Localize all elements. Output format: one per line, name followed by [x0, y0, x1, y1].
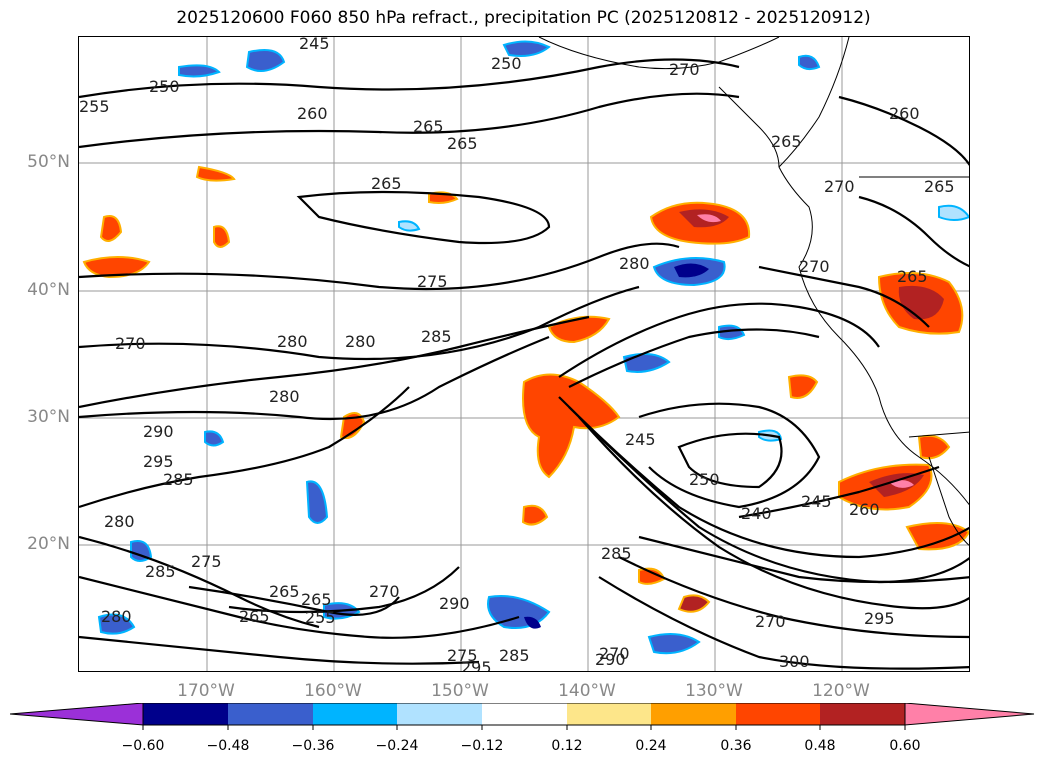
colorbar-tick-label: 0.12: [551, 738, 583, 754]
contour-label: 280: [345, 332, 376, 351]
coastline-north-america: [778, 37, 969, 506]
colorbar-bin-4: [397, 703, 482, 725]
contour-label: 270: [799, 257, 830, 276]
colorbar-bin-8: [736, 703, 820, 725]
contour-label: 245: [801, 492, 832, 511]
coastline-alaska-peninsula: [538, 37, 780, 70]
map-panel: 245 250 255 250 260 265 265 270 265 265 …: [78, 36, 970, 672]
contour-label: 250: [149, 77, 180, 96]
contour-label: 265: [771, 132, 802, 151]
contour-label: 300: [779, 652, 810, 671]
colorbar-bin-2: [228, 703, 313, 725]
contour-label: 280: [101, 607, 132, 626]
colorbar-tick-label: 0.24: [635, 738, 667, 754]
lat-label-50n: 50°N: [27, 152, 70, 172]
colorbar-bin-3: [313, 703, 397, 725]
contour-label: 260: [297, 104, 328, 123]
contour-label: 265: [371, 174, 402, 193]
contour-label: 280: [277, 332, 308, 351]
contour-label: 290: [143, 422, 174, 441]
contour-label: 295: [864, 609, 895, 628]
contour-label: 275: [417, 272, 448, 291]
graticule: [79, 37, 969, 671]
contour-label: 290: [439, 594, 470, 613]
contour-label: 270: [824, 177, 855, 196]
contour-label: 260: [889, 104, 920, 123]
contour-label: 265: [301, 590, 332, 609]
colorbar-extend-min: [10, 703, 144, 726]
colorbar-bin-9: [820, 703, 905, 725]
colorbar-bin-7: [651, 703, 736, 725]
contour-label: 280: [619, 254, 650, 273]
contour-label: 285: [601, 544, 632, 563]
map-title: 2025120600 F060 850 hPa refract., precip…: [176, 8, 871, 28]
contour-label: 265: [239, 607, 270, 626]
contour-label: 245: [625, 430, 656, 449]
colorbar-tick-label: 0.36: [720, 738, 752, 754]
contour-label: 250: [689, 470, 720, 489]
lat-label-20n: 20°N: [27, 534, 70, 554]
lon-label-140w: 140°W: [558, 681, 616, 701]
map-canvas: 245 250 255 250 260 265 265 270 265 265 …: [79, 37, 969, 672]
contour-label: 255: [79, 97, 110, 116]
precip-peak-gulf-alaska: [697, 214, 721, 223]
contour-label: 265: [413, 117, 444, 136]
lat-label-30n: 30°N: [27, 407, 70, 427]
boundary-us-mexico: [908, 431, 969, 438]
contour-label: 265: [924, 177, 955, 196]
lat-label-40n: 40°N: [27, 280, 70, 300]
contour-label: 275: [191, 552, 222, 571]
colorbar-tick-label: 0.48: [804, 738, 836, 754]
contour-label: 270: [669, 60, 700, 79]
colorbar-tick-label: −0.48: [206, 738, 250, 754]
contour-label: 250: [491, 54, 522, 73]
colorbar-tick-label: −0.36: [291, 738, 335, 754]
contour-label: 270: [115, 334, 146, 353]
coastline-baja: [928, 456, 969, 546]
contour-label: 260: [849, 500, 880, 519]
lon-label-120w: 120°W: [812, 681, 870, 701]
lon-label-160w: 160°W: [304, 681, 362, 701]
coastlines: [538, 37, 969, 546]
contour-label: 280: [269, 387, 300, 406]
contour-label: 290: [595, 650, 626, 669]
contour-label: 265: [269, 582, 300, 601]
colorbar: [10, 703, 1035, 730]
colorbar-bin-6: [567, 703, 651, 725]
contour-label: 270: [369, 582, 400, 601]
contour-label: 295: [461, 658, 492, 672]
contour-label: 285: [421, 327, 452, 346]
precip-blob-central: [522, 373, 621, 479]
contour-label: 245: [299, 37, 330, 53]
contour-label: 280: [104, 512, 135, 531]
colorbar-extend-max: [904, 703, 1035, 726]
colorbar-bin-5: [482, 703, 567, 725]
lon-label-170w: 170°W: [177, 681, 235, 701]
precip-blob-central-north: [547, 315, 611, 344]
contour-label: 265: [897, 267, 928, 286]
lon-label-130w: 130°W: [685, 681, 743, 701]
colorbar-bin-1: [143, 703, 228, 725]
colorbar-tick-label: 0.60: [889, 738, 921, 754]
colorbar-tick-label: −0.60: [121, 738, 165, 754]
colorbar-tick-label: −0.24: [375, 738, 419, 754]
contour-label: 275: [447, 646, 478, 665]
contour-label: 240: [741, 504, 772, 523]
contour-label: 270: [599, 644, 630, 663]
contour-labels: 245 250 255 250 260 265 265 270 265 265 …: [79, 37, 955, 672]
contour-label: 255: [305, 608, 336, 627]
lon-label-150w: 150°W: [431, 681, 489, 701]
contour-label: 265: [447, 134, 478, 153]
precip-negative-areas: [97, 40, 969, 655]
contour-label: 270: [755, 612, 786, 631]
precip-blob-west: [82, 256, 151, 279]
refractivity-contours: [79, 58, 969, 670]
contour-label: 285: [145, 562, 176, 581]
contour-label: 295: [143, 452, 174, 471]
contour-label: 285: [499, 646, 530, 665]
contour-label: 285: [163, 470, 194, 489]
colorbar-tick-label: −0.12: [460, 738, 504, 754]
precip-neg-core-northeast-pacific: [674, 263, 709, 278]
